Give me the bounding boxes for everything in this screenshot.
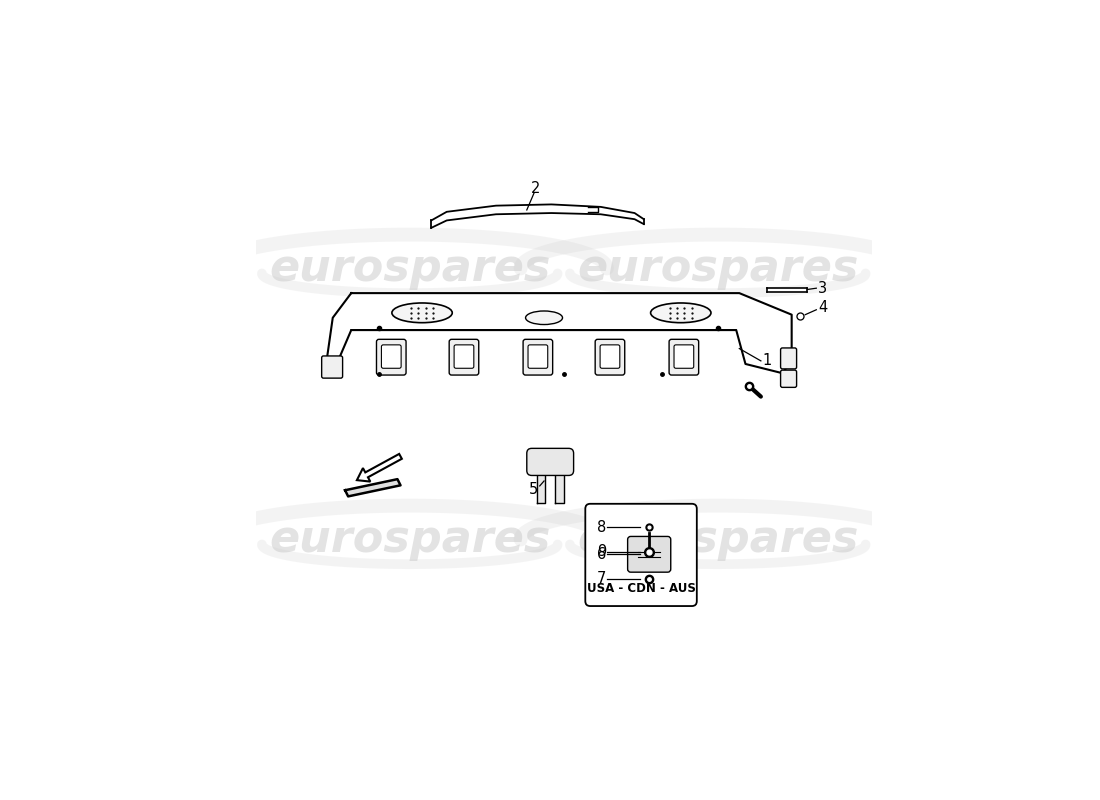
FancyBboxPatch shape — [674, 345, 694, 368]
FancyBboxPatch shape — [669, 339, 698, 375]
FancyBboxPatch shape — [527, 448, 573, 475]
Polygon shape — [345, 479, 400, 496]
Text: eurospares: eurospares — [270, 518, 550, 561]
Text: 8: 8 — [596, 520, 606, 534]
Polygon shape — [537, 469, 546, 502]
FancyArrow shape — [356, 454, 402, 482]
FancyBboxPatch shape — [528, 345, 548, 368]
Polygon shape — [431, 205, 644, 228]
Ellipse shape — [650, 303, 711, 322]
Polygon shape — [767, 288, 807, 292]
FancyBboxPatch shape — [781, 348, 796, 369]
Text: 3: 3 — [818, 281, 827, 296]
Polygon shape — [556, 469, 563, 502]
FancyBboxPatch shape — [382, 345, 402, 368]
Polygon shape — [327, 293, 792, 373]
FancyBboxPatch shape — [781, 370, 796, 387]
Text: eurospares: eurospares — [578, 518, 858, 561]
FancyBboxPatch shape — [585, 504, 696, 606]
Text: 4: 4 — [817, 301, 827, 315]
FancyBboxPatch shape — [454, 345, 474, 368]
Ellipse shape — [392, 303, 452, 322]
Text: 6: 6 — [596, 547, 606, 562]
FancyBboxPatch shape — [524, 339, 552, 375]
FancyBboxPatch shape — [628, 537, 671, 572]
FancyBboxPatch shape — [449, 339, 478, 375]
Ellipse shape — [526, 311, 562, 325]
Text: 1: 1 — [762, 354, 772, 368]
Text: USA - CDN - AUS: USA - CDN - AUS — [586, 582, 695, 595]
FancyBboxPatch shape — [321, 356, 342, 378]
Text: 5: 5 — [528, 482, 538, 497]
Text: 7: 7 — [596, 571, 606, 586]
FancyBboxPatch shape — [376, 339, 406, 375]
Text: 2: 2 — [531, 181, 541, 196]
FancyBboxPatch shape — [595, 339, 625, 375]
FancyBboxPatch shape — [601, 345, 619, 368]
Text: eurospares: eurospares — [578, 247, 858, 290]
Text: eurospares: eurospares — [270, 247, 550, 290]
Text: 9: 9 — [596, 544, 606, 559]
